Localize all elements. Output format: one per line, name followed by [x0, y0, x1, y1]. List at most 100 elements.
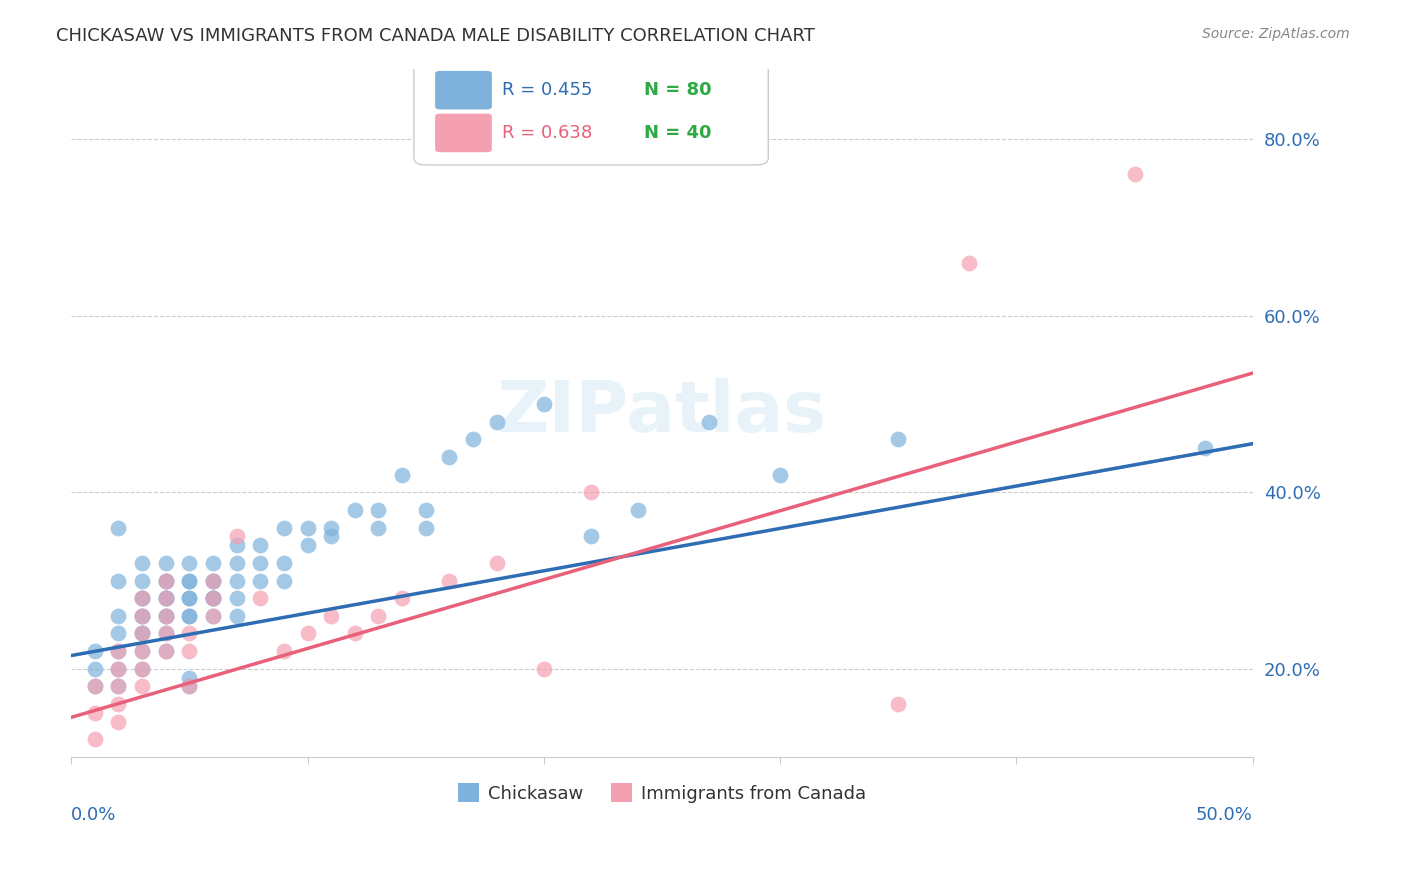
Point — [321, 520, 343, 534]
Point — [391, 467, 413, 482]
Point — [179, 591, 201, 606]
Text: N = 80: N = 80 — [644, 81, 711, 99]
Point — [887, 697, 910, 711]
Point — [343, 503, 366, 517]
Point — [439, 574, 461, 588]
Point — [131, 608, 153, 623]
Point — [202, 556, 225, 570]
Point — [107, 662, 129, 676]
Point — [83, 732, 105, 747]
Point — [131, 626, 153, 640]
Point — [179, 608, 201, 623]
Point — [485, 556, 508, 570]
Point — [343, 626, 366, 640]
Point — [202, 574, 225, 588]
Point — [202, 591, 225, 606]
Point — [83, 706, 105, 720]
Point — [202, 574, 225, 588]
Point — [202, 608, 225, 623]
Point — [107, 680, 129, 694]
Point — [225, 556, 247, 570]
Point — [627, 503, 650, 517]
Text: N = 40: N = 40 — [644, 124, 711, 142]
Point — [155, 608, 177, 623]
Point — [107, 680, 129, 694]
Point — [249, 556, 271, 570]
Point — [131, 662, 153, 676]
Point — [297, 538, 319, 552]
Point — [202, 574, 225, 588]
Point — [179, 608, 201, 623]
Point — [131, 556, 153, 570]
Point — [297, 626, 319, 640]
Point — [131, 680, 153, 694]
Legend: Chickasaw, Immigrants from Canada: Chickasaw, Immigrants from Canada — [450, 776, 873, 810]
FancyBboxPatch shape — [434, 113, 492, 153]
Point — [107, 697, 129, 711]
Point — [131, 591, 153, 606]
FancyBboxPatch shape — [413, 58, 768, 165]
FancyBboxPatch shape — [434, 70, 492, 110]
Point — [415, 503, 437, 517]
Point — [107, 608, 129, 623]
Point — [83, 680, 105, 694]
Point — [155, 626, 177, 640]
Point — [155, 608, 177, 623]
Text: CHICKASAW VS IMMIGRANTS FROM CANADA MALE DISABILITY CORRELATION CHART: CHICKASAW VS IMMIGRANTS FROM CANADA MALE… — [56, 27, 815, 45]
Point — [225, 538, 247, 552]
Point — [367, 520, 389, 534]
Point — [131, 591, 153, 606]
Point — [131, 626, 153, 640]
Point — [83, 680, 105, 694]
Text: ZIPatlas: ZIPatlas — [496, 378, 827, 447]
Point — [579, 529, 602, 543]
Point — [179, 680, 201, 694]
Point — [533, 397, 555, 411]
Point — [131, 662, 153, 676]
Point — [179, 591, 201, 606]
Point — [202, 591, 225, 606]
Point — [249, 591, 271, 606]
Point — [391, 591, 413, 606]
Point — [367, 608, 389, 623]
Point — [1123, 168, 1146, 182]
Point — [179, 556, 201, 570]
Point — [225, 608, 247, 623]
Point — [887, 432, 910, 446]
Point — [297, 520, 319, 534]
Point — [321, 529, 343, 543]
Point — [415, 520, 437, 534]
Point — [131, 608, 153, 623]
Point — [273, 644, 295, 658]
Text: 0.0%: 0.0% — [72, 805, 117, 823]
Point — [225, 574, 247, 588]
Point — [202, 591, 225, 606]
Point — [202, 591, 225, 606]
Text: Source: ZipAtlas.com: Source: ZipAtlas.com — [1202, 27, 1350, 41]
Point — [179, 644, 201, 658]
Point — [273, 520, 295, 534]
Point — [155, 608, 177, 623]
Point — [155, 591, 177, 606]
Point — [249, 574, 271, 588]
Point — [321, 608, 343, 623]
Point — [179, 626, 201, 640]
Point — [249, 538, 271, 552]
Point — [225, 591, 247, 606]
Point — [155, 574, 177, 588]
Point — [107, 520, 129, 534]
Point — [131, 574, 153, 588]
Point — [273, 556, 295, 570]
Text: R = 0.455: R = 0.455 — [502, 81, 593, 99]
Point — [155, 644, 177, 658]
Point — [439, 450, 461, 464]
Point — [1194, 441, 1216, 455]
Point — [131, 644, 153, 658]
Point — [179, 671, 201, 685]
Point — [579, 485, 602, 500]
Point — [697, 415, 720, 429]
Point — [155, 591, 177, 606]
Point — [83, 644, 105, 658]
Point — [107, 644, 129, 658]
Point — [107, 626, 129, 640]
